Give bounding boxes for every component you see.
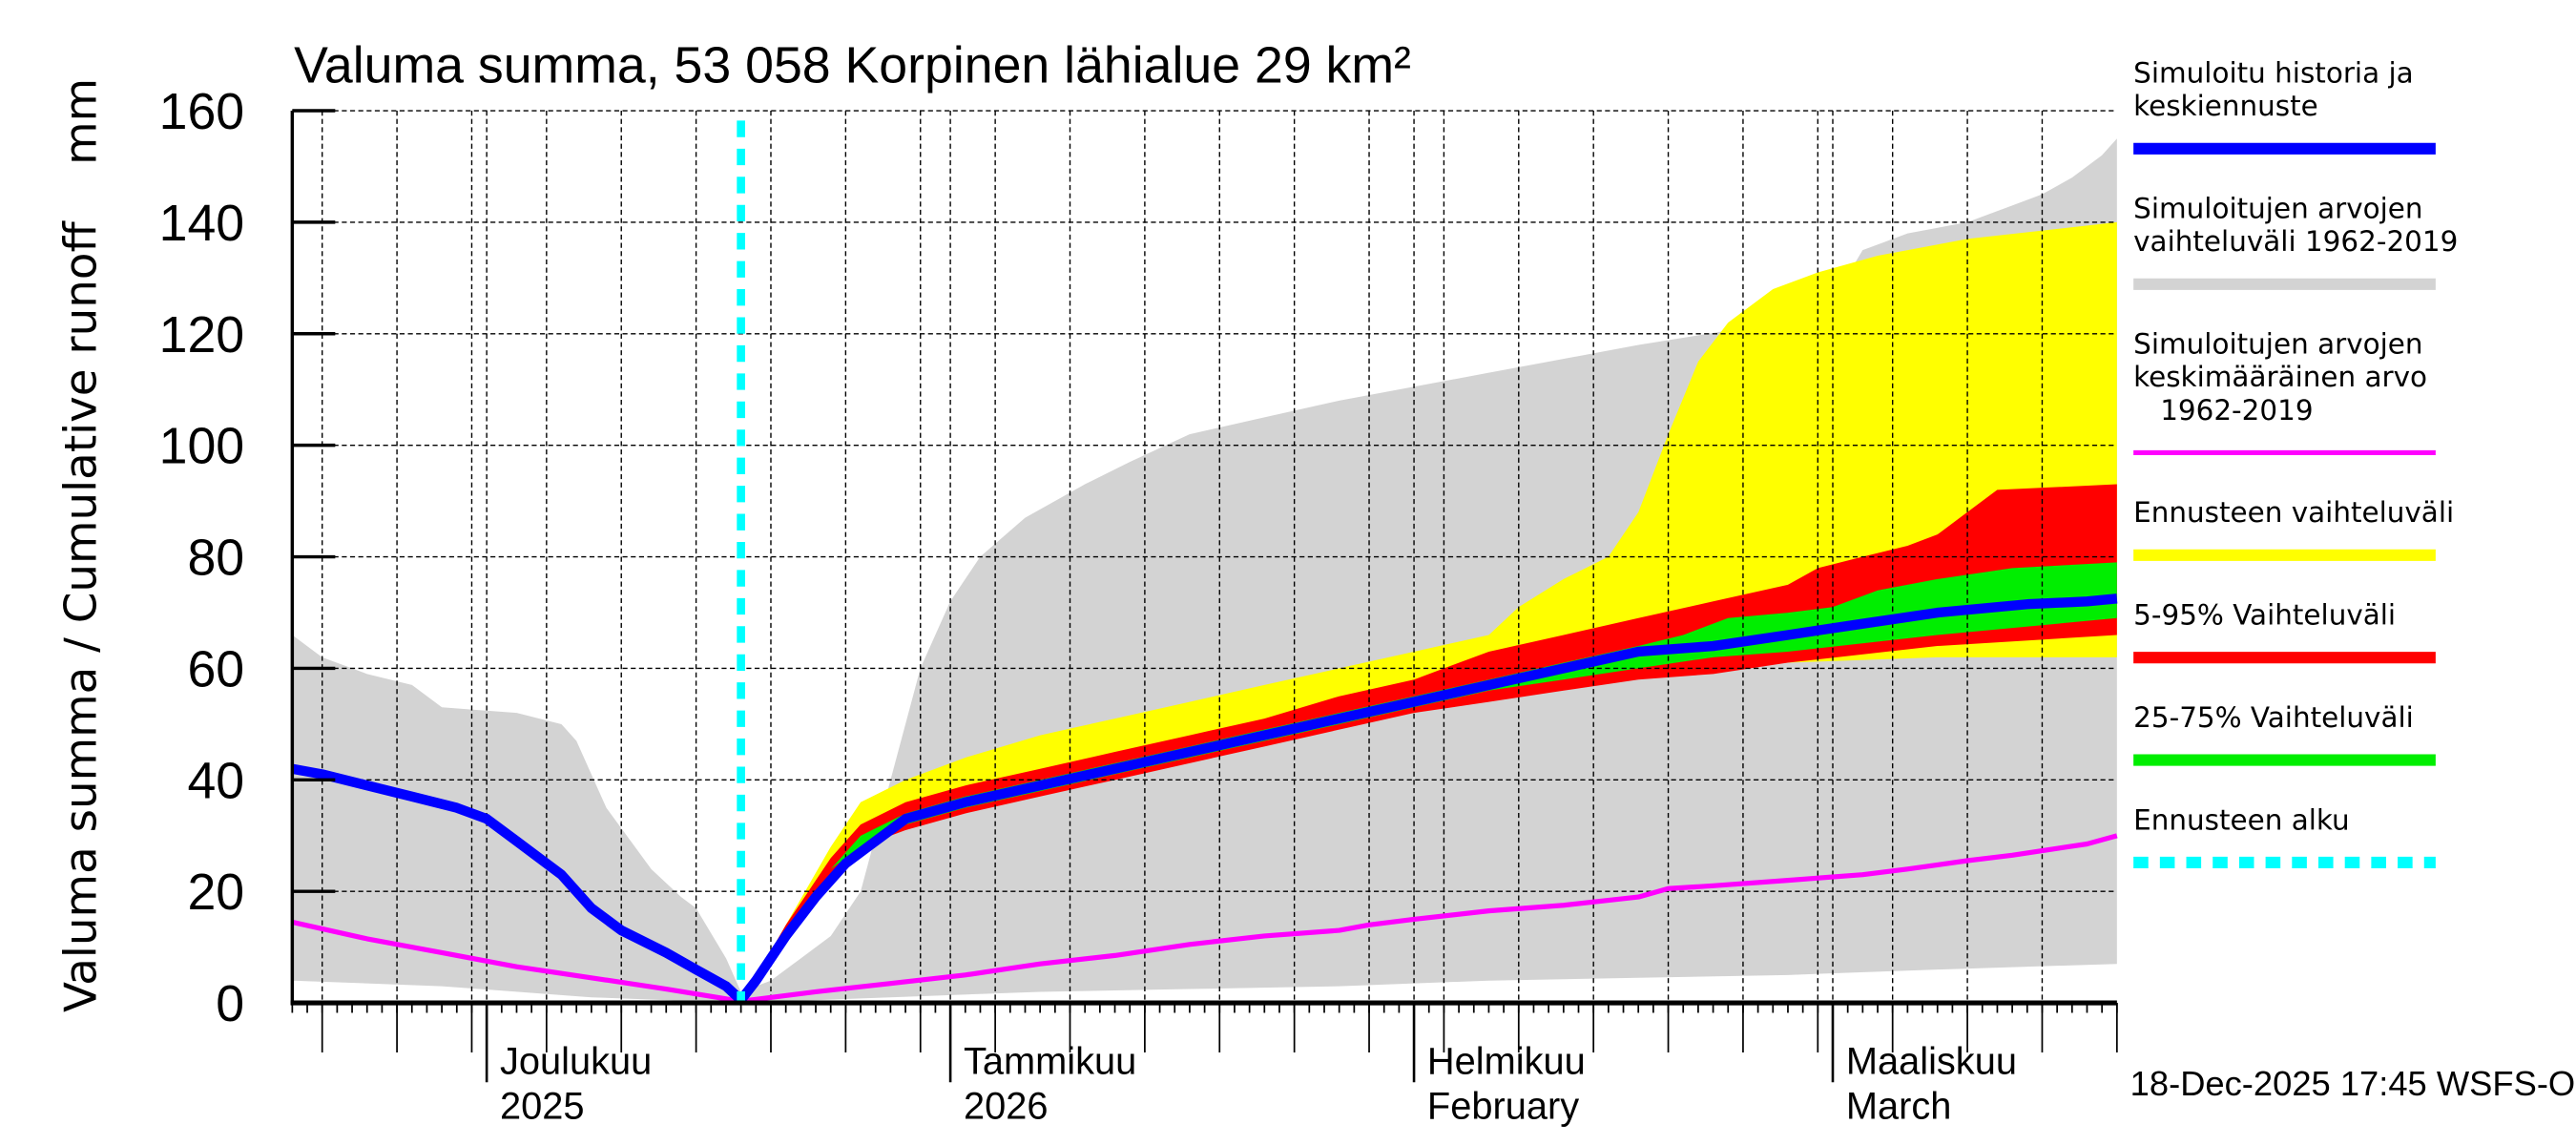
y-tick-label: 100 <box>159 418 245 475</box>
timestamp: 18-Dec-2025 17:45 WSFS-O <box>2130 1064 2576 1103</box>
y-tick-label: 80 <box>187 530 244 587</box>
legend-label: Simuloitujen arvojen <box>2133 328 2422 361</box>
axes-layer <box>290 109 2118 1083</box>
legend-label: 25-75% Vaihteluväli <box>2133 701 2414 734</box>
legend-label: 1962-2019 <box>2133 394 2313 427</box>
x-year-label: March <box>1846 1085 1952 1127</box>
legend-label: keskiennuste <box>2133 90 2318 122</box>
grid-layer <box>292 110 2117 1004</box>
y-tick-labels: 0 20 40 60 80 100 120 140 160 <box>159 83 245 1032</box>
lines-layer <box>291 593 2118 1006</box>
legend-label: Simuloitu historia ja <box>2133 57 2414 90</box>
y-tick-label: 40 <box>187 752 244 809</box>
y-tick-label: 0 <box>216 975 244 1032</box>
band-1 <box>740 221 2117 1004</box>
series-line-magenta <box>291 833 2118 1004</box>
series-line-blue <box>291 593 2118 1006</box>
legend-label: vaihteluväli 1962-2019 <box>2133 225 2458 258</box>
legend-label: 5-95% Vaihteluväli <box>2133 599 2396 632</box>
x-year-label: 2025 <box>500 1085 585 1127</box>
legend-label: Ennusteen vaihteluväli <box>2133 496 2454 529</box>
x-month-label: Helmikuu <box>1427 1041 1586 1083</box>
x-year-label: 2026 <box>964 1085 1049 1127</box>
y-tick-label: 60 <box>187 640 244 697</box>
legend-label: Ennusteen alku <box>2133 803 2350 836</box>
x-month-label: Maaliskuu <box>1846 1041 2017 1083</box>
y-tick-label: 20 <box>187 864 244 921</box>
y-tick-label: 120 <box>159 306 245 364</box>
y-tick-label: 160 <box>159 83 245 140</box>
band-0 <box>292 138 2117 1004</box>
x-month-label: Joulukuu <box>500 1041 652 1083</box>
legend-label: Simuloitujen arvojen <box>2133 193 2422 225</box>
band-2 <box>740 484 2117 1004</box>
chart-title: Valuma summa, 53 058 Korpinen lähialue 2… <box>294 37 1411 94</box>
x-year-label: February <box>1427 1085 1579 1127</box>
y-tick-label: 140 <box>159 195 245 252</box>
legend-label: keskimääräinen arvo <box>2133 361 2427 393</box>
x-month-label: Tammikuu <box>964 1041 1136 1083</box>
y-axis-label: Valuma summa / Cumulative runoff mm <box>55 78 107 1012</box>
